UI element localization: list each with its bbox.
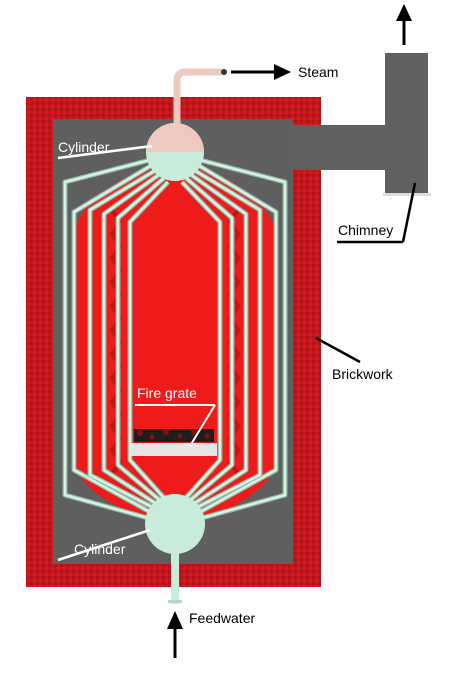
fire-grate bbox=[131, 429, 217, 456]
steam-valve bbox=[221, 69, 227, 75]
flame-region bbox=[75, 162, 275, 525]
leader-cylinder-bottom bbox=[57, 528, 151, 562]
steam-arrow bbox=[231, 64, 291, 80]
feedwater-pipe bbox=[171, 552, 179, 604]
top-drum bbox=[146, 123, 204, 181]
steam-pipe bbox=[173, 68, 222, 128]
water-tubes bbox=[62, 157, 288, 521]
feedwater-arrow bbox=[167, 611, 183, 658]
steam-label: Steam bbox=[298, 64, 338, 80]
chimney-base bbox=[383, 193, 431, 196]
leader-cylinder-top bbox=[57, 144, 153, 160]
fire-grate-label: Fire grate bbox=[137, 385, 197, 401]
cylinder-bottom-label: Cylinder bbox=[74, 541, 126, 557]
leader-brickwork bbox=[315, 336, 361, 364]
bottom-drum bbox=[145, 494, 205, 554]
chimney-exhaust-arrow bbox=[396, 4, 412, 45]
cylinder-top-label: Cylinder bbox=[58, 139, 110, 155]
leader-chimney-diagonal bbox=[401, 182, 417, 243]
brickwork-label: Brickwork bbox=[332, 366, 394, 382]
chimney bbox=[293, 53, 428, 195]
leader-fire-grate-diagonal bbox=[189, 404, 216, 447]
feedwater-pipe-cap bbox=[168, 600, 182, 603]
feedwater-label: Feedwater bbox=[189, 610, 255, 626]
chimney-label: Chimney bbox=[338, 222, 393, 238]
